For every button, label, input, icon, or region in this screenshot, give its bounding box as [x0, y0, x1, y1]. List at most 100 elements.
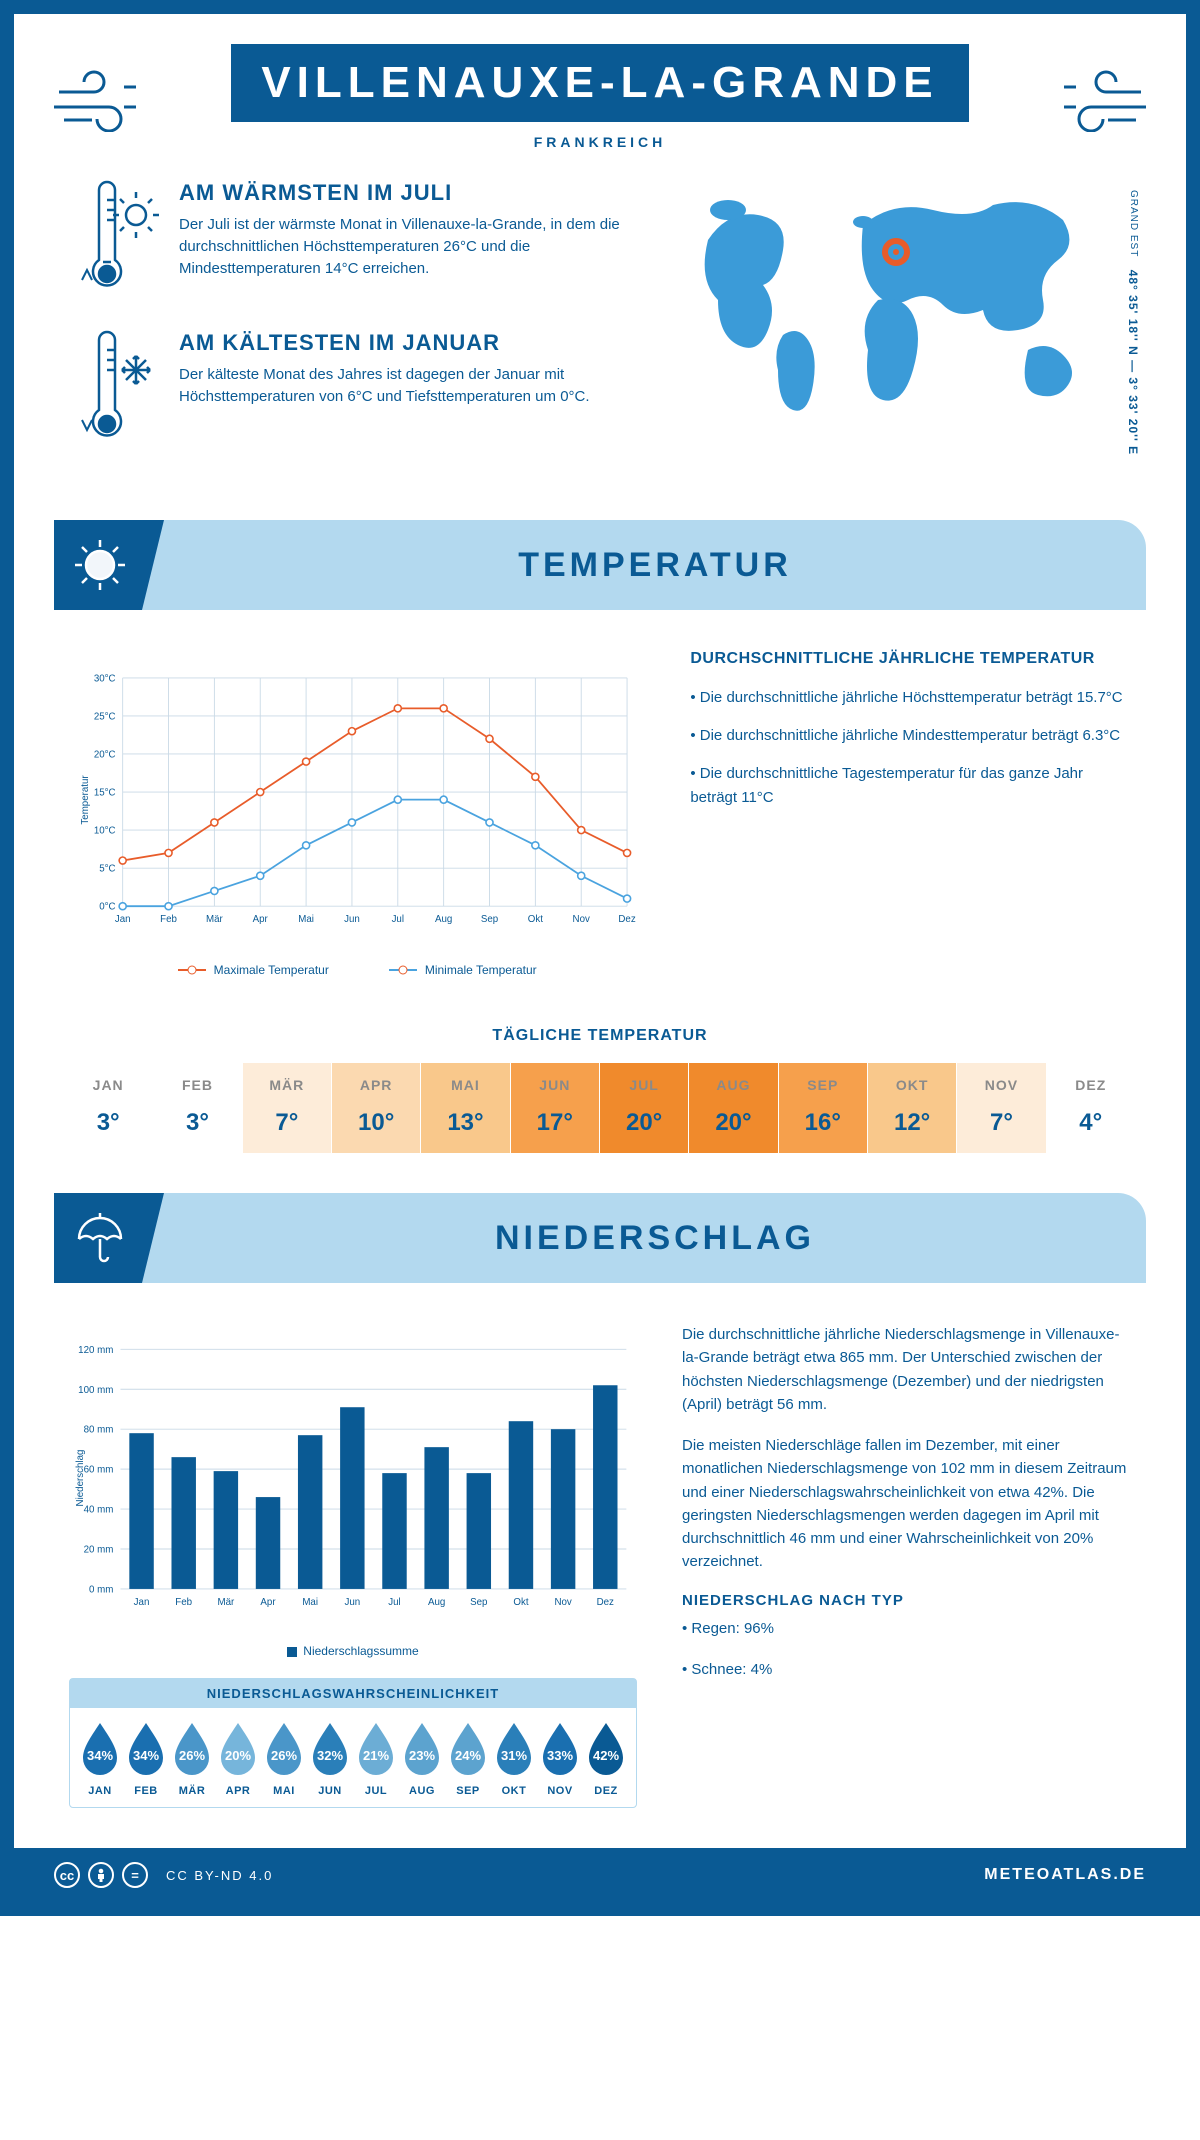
prob-drop: 33% NOV [538, 1720, 582, 1797]
fact-cold-body: AM KÄLTESTEN IM JANUAR Der kälteste Mona… [179, 330, 631, 450]
fact-cold: AM KÄLTESTEN IM JANUAR Der kälteste Mona… [74, 330, 631, 450]
prob-month-label: MAI [262, 1785, 306, 1797]
facts-column: AM WÄRMSTEN IM JULI Der Juli ist der wär… [74, 180, 631, 480]
daily-temp-cell: SEP 16° [779, 1063, 868, 1153]
page: VILLENAUXE-LA-GRANDE FRANKREICH [0, 0, 1200, 1916]
brand-label: METEOATLAS.DE [984, 1866, 1146, 1884]
precip-p2: Die meisten Niederschläge fallen im Deze… [682, 1434, 1131, 1574]
svg-text:40 mm: 40 mm [84, 1505, 114, 1516]
prob-drop: 24% SEP [446, 1720, 490, 1797]
svg-text:Jul: Jul [392, 914, 404, 925]
by-icon [88, 1862, 114, 1888]
daily-temp-cell: JAN 3° [64, 1063, 153, 1153]
header: VILLENAUXE-LA-GRANDE FRANKREICH [14, 14, 1186, 170]
svg-text:26%: 26% [179, 1748, 205, 1763]
fact-warm: AM WÄRMSTEN IM JULI Der Juli ist der wär… [74, 180, 631, 300]
prob-drop: 26% MÄR [170, 1720, 214, 1797]
prob-drop: 42% DEZ [584, 1720, 628, 1797]
prob-drop: 31% OKT [492, 1720, 536, 1797]
temperature-summary: DURCHSCHNITTLICHE JÄHRLICHE TEMPERATUR •… [690, 650, 1126, 977]
precip-text: Die durchschnittliche jährliche Niedersc… [682, 1323, 1131, 1808]
prob-drop: 34% JAN [78, 1720, 122, 1797]
prob-drop: 32% JUN [308, 1720, 352, 1797]
daily-temp-cell: OKT 12° [868, 1063, 957, 1153]
region-label: GRAND EST [1128, 190, 1139, 257]
fact-warm-body: AM WÄRMSTEN IM JULI Der Juli ist der wär… [179, 180, 631, 300]
daily-temp-cell: JUL 20° [600, 1063, 689, 1153]
sun-icon [54, 520, 164, 610]
prob-month-label: JUN [308, 1785, 352, 1797]
daily-temp-strip: JAN 3° FEB 3° MÄR 7° APR 10° MAI 13° JUN… [64, 1063, 1136, 1153]
prob-month-label: FEB [124, 1785, 168, 1797]
temp-summary-title: DURCHSCHNITTLICHE JÄHRLICHE TEMPERATUR [690, 650, 1126, 668]
prob-month-label: SEP [446, 1785, 490, 1797]
prob-month-label: OKT [492, 1785, 536, 1797]
month-label: APR [332, 1077, 420, 1093]
temp-bullet-2: • Die durchschnittliche jährliche Mindes… [690, 724, 1126, 748]
thermometer-snow-icon [74, 330, 159, 450]
svg-text:Jul: Jul [388, 1597, 400, 1608]
temperature-title: TEMPERATUR [164, 546, 1146, 585]
svg-text:21%: 21% [363, 1748, 389, 1763]
precip-legend: Niederschlagssumme [69, 1644, 637, 1658]
page-title: VILLENAUXE-LA-GRANDE [231, 44, 968, 122]
svg-text:Dez: Dez [618, 914, 635, 925]
svg-text:Apr: Apr [260, 1597, 276, 1608]
precip-type-2: • Schnee: 4% [682, 1658, 1131, 1681]
umbrella-icon [54, 1193, 164, 1283]
svg-text:25°C: 25°C [94, 711, 116, 722]
map-column: GRAND EST 48° 35' 18'' N — 3° 33' 20'' E [671, 180, 1126, 480]
svg-text:26%: 26% [271, 1748, 297, 1763]
svg-text:Jan: Jan [134, 1597, 150, 1608]
month-label: AUG [689, 1077, 777, 1093]
daily-temp-cell: APR 10° [332, 1063, 421, 1153]
prob-month-label: AUG [400, 1785, 444, 1797]
svg-text:Jun: Jun [344, 914, 360, 925]
prob-month-label: APR [216, 1785, 260, 1797]
cc-icon: cc [54, 1862, 80, 1888]
prob-drops-row: 34% JAN 34% FEB 26% MÄR 20% APR [70, 1708, 636, 1807]
month-label: SEP [779, 1077, 867, 1093]
intro-row: AM WÄRMSTEN IM JULI Der Juli ist der wär… [14, 170, 1186, 510]
coordinates: GRAND EST 48° 35' 18'' N — 3° 33' 20'' E [1126, 190, 1140, 455]
precip-type-1: • Regen: 96% [682, 1617, 1131, 1640]
month-label: JUN [511, 1077, 599, 1093]
svg-text:20%: 20% [225, 1748, 251, 1763]
month-value: 20° [600, 1109, 688, 1137]
footer: cc = CC BY-ND 4.0 METEOATLAS.DE [14, 1848, 1186, 1902]
precip-probability-box: NIEDERSCHLAGSWAHRSCHEINLICHKEIT 34% JAN … [69, 1678, 637, 1808]
svg-text:120 mm: 120 mm [78, 1345, 113, 1356]
svg-text:34%: 34% [87, 1748, 113, 1763]
temp-bullet-3: • Die durchschnittliche Tagestemperatur … [690, 762, 1126, 810]
month-value: 17° [511, 1109, 599, 1137]
month-value: 20° [689, 1109, 777, 1137]
precip-p1: Die durchschnittliche jährliche Niedersc… [682, 1323, 1131, 1416]
month-label: NOV [957, 1077, 1045, 1093]
prob-drop: 21% JUL [354, 1720, 398, 1797]
svg-text:Sep: Sep [470, 1597, 488, 1608]
svg-text:Nov: Nov [554, 1597, 571, 1608]
svg-text:Nov: Nov [573, 914, 590, 925]
month-value: 4° [1047, 1109, 1135, 1137]
prob-month-label: JUL [354, 1785, 398, 1797]
svg-text:Aug: Aug [428, 1597, 445, 1608]
prob-drop: 34% FEB [124, 1720, 168, 1797]
thermometer-sun-icon [74, 180, 159, 300]
precip-section-header: NIEDERSCHLAG [54, 1193, 1146, 1283]
world-map-icon [688, 180, 1108, 420]
country-subtitle: FRANKREICH [164, 134, 1036, 150]
precip-title: NIEDERSCHLAG [164, 1219, 1146, 1258]
svg-text:Mai: Mai [298, 914, 314, 925]
month-label: MÄR [243, 1077, 331, 1093]
license-text: CC BY-ND 4.0 [166, 1868, 273, 1883]
wind-icon-right [1036, 62, 1146, 132]
daily-temp-cell: MÄR 7° [243, 1063, 332, 1153]
svg-text:Feb: Feb [175, 1597, 192, 1608]
daily-temp-title: TÄGLICHE TEMPERATUR [14, 1027, 1186, 1045]
svg-text:31%: 31% [501, 1748, 527, 1763]
svg-text:32%: 32% [317, 1748, 343, 1763]
month-value: 7° [243, 1109, 331, 1137]
month-label: JAN [64, 1077, 152, 1093]
prob-month-label: DEZ [584, 1785, 628, 1797]
prob-month-label: JAN [78, 1785, 122, 1797]
